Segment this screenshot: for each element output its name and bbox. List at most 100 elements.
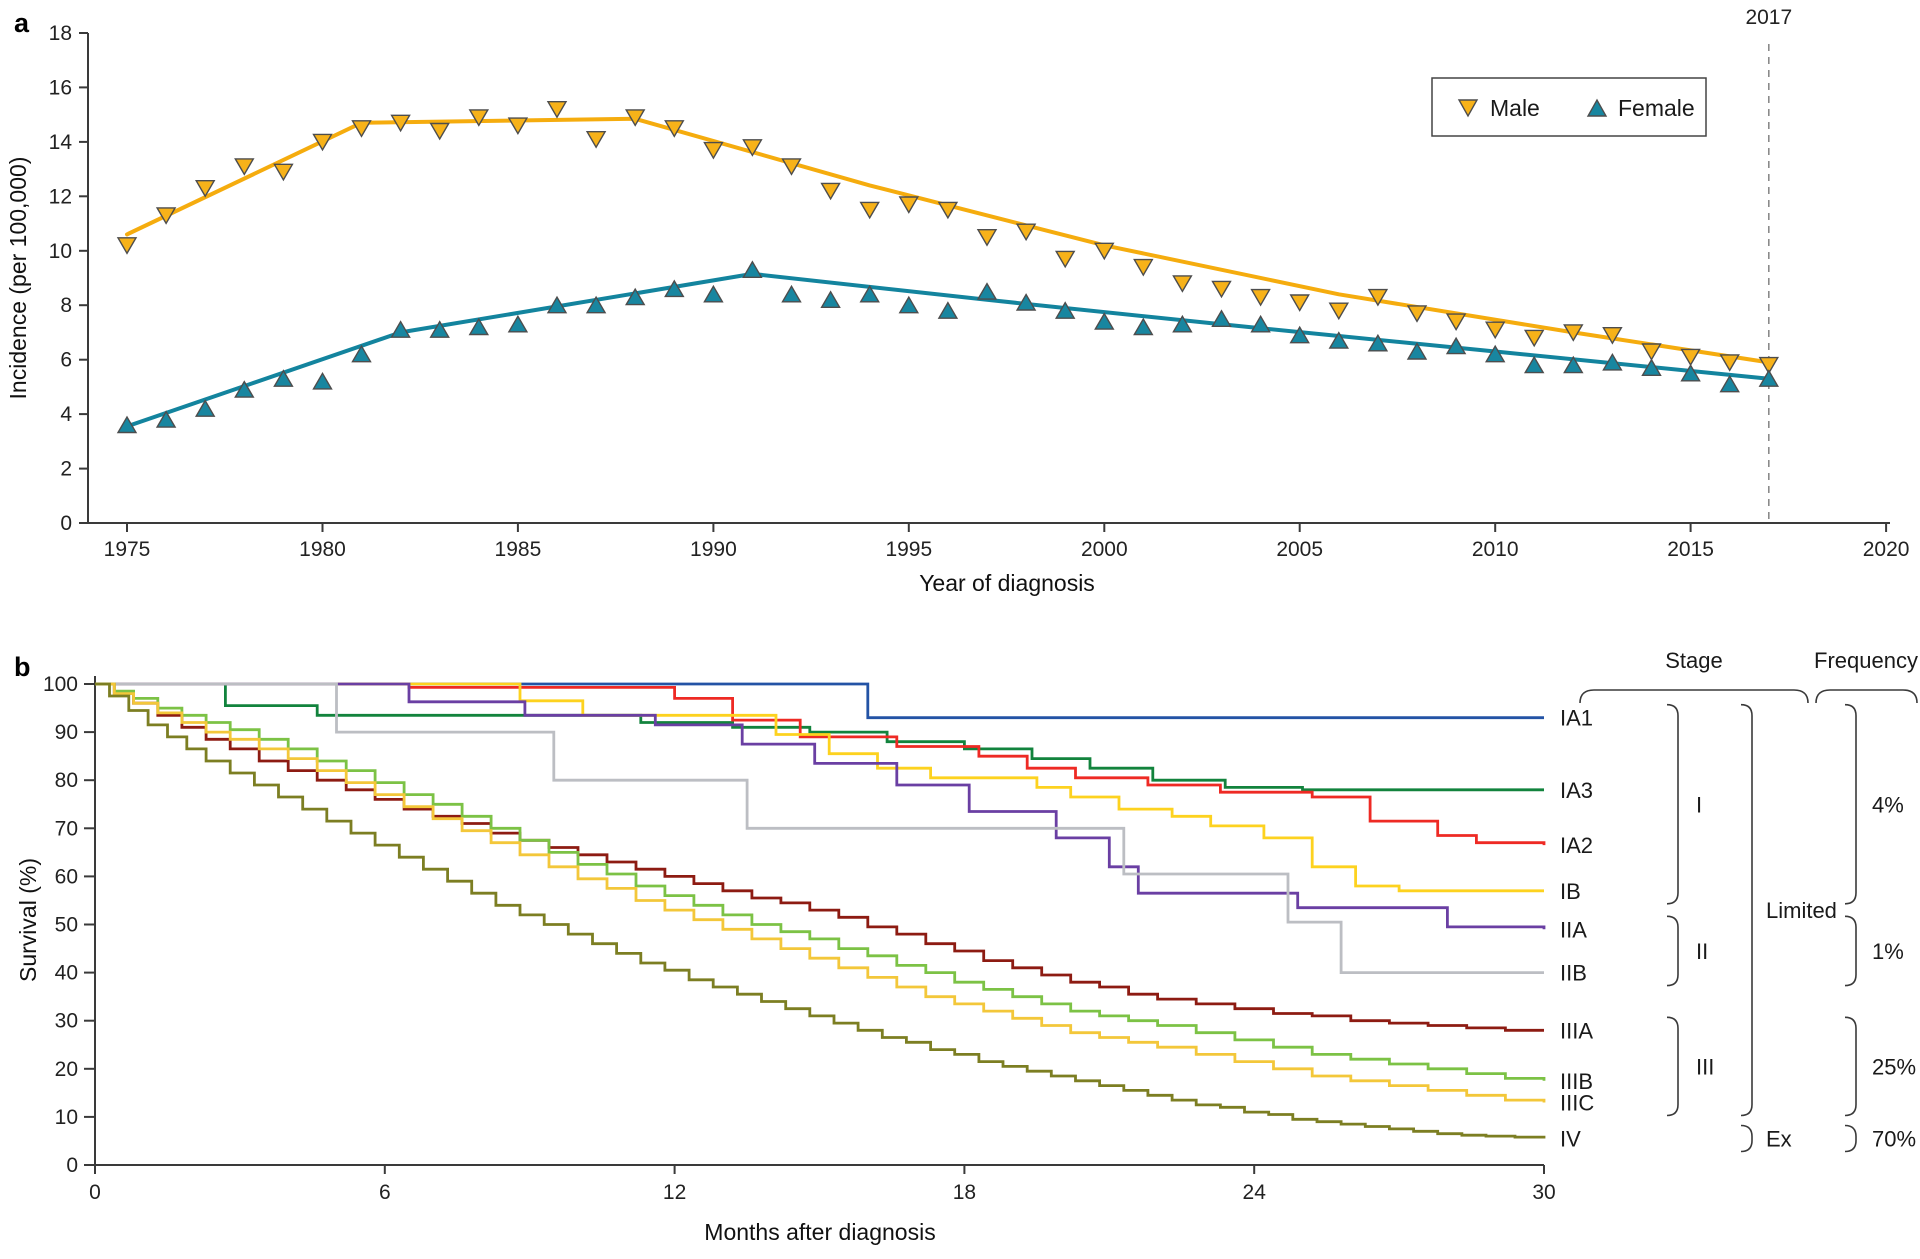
frequency-label-II: 1% bbox=[1872, 939, 1904, 964]
triangle-up-marker bbox=[155, 410, 177, 428]
triangle-up-marker bbox=[546, 295, 568, 314]
frequency-header-brace bbox=[1815, 689, 1918, 704]
stage-brace-II bbox=[1666, 915, 1679, 987]
triangle-down-marker bbox=[859, 201, 880, 220]
triangle-up-marker bbox=[1367, 333, 1389, 352]
panel-b-letter: b bbox=[14, 652, 31, 682]
triangle-down-marker bbox=[1289, 294, 1310, 312]
trend-line-female bbox=[125, 271, 1771, 429]
extent-brace-limited bbox=[1740, 703, 1753, 1117]
triangle-down-marker bbox=[194, 179, 216, 198]
triangle-down-marker bbox=[820, 182, 841, 201]
curve-label-IV: IV bbox=[1560, 1127, 1581, 1152]
triangle-up-marker bbox=[468, 317, 490, 336]
frequency-label-Ex: 70% bbox=[1872, 1127, 1916, 1152]
frequency-label-I: 4% bbox=[1872, 792, 1904, 817]
triangle-down-marker bbox=[1406, 305, 1428, 323]
triangle-up-marker bbox=[1250, 314, 1271, 333]
triangle-down-marker bbox=[468, 109, 490, 127]
triangle-up-marker bbox=[390, 320, 411, 338]
x-axis-label-b: Months after diagnosis bbox=[704, 1219, 935, 1245]
triangle-down-marker bbox=[1250, 288, 1271, 307]
y-tick-label-a: 0 bbox=[60, 512, 72, 535]
stage-label-III: III bbox=[1696, 1054, 1714, 1079]
triangle-down-marker bbox=[1484, 321, 1506, 340]
triangle-down-marker bbox=[1133, 258, 1154, 277]
triangle-up-marker bbox=[312, 372, 333, 390]
triangle-down-marker bbox=[1015, 223, 1037, 242]
triangle-down-marker bbox=[742, 139, 763, 157]
triangle-up-marker bbox=[664, 279, 685, 298]
y-tick-label-b: 60 bbox=[55, 865, 78, 888]
triangle-up-marker bbox=[859, 284, 880, 303]
triangle-up-marker bbox=[1406, 342, 1428, 360]
y-tick-label-b: 20 bbox=[55, 1058, 78, 1081]
x-tick-label-a: 1995 bbox=[885, 538, 932, 561]
y-tick-label-b: 40 bbox=[55, 962, 78, 985]
markers-male bbox=[116, 100, 1780, 375]
x-tick-label-a: 2005 bbox=[1276, 538, 1323, 561]
trend-line-male bbox=[125, 116, 1771, 365]
legend-box-a bbox=[1431, 77, 1707, 137]
curve-label-IA2: IA2 bbox=[1560, 833, 1593, 858]
triangle-down-marker bbox=[937, 201, 959, 220]
triangle-down-marker bbox=[116, 237, 138, 255]
survival-curve-IIIA bbox=[95, 682, 1544, 1032]
triangle-down-marker bbox=[1094, 242, 1115, 261]
y-tick-label-a: 18 bbox=[49, 22, 72, 45]
triangle-down-marker bbox=[273, 163, 294, 182]
triangle-down-marker bbox=[1367, 288, 1389, 307]
triangle-up-marker bbox=[1133, 317, 1154, 336]
triangle-up-marker bbox=[273, 369, 294, 387]
extent-label-limited: Limited bbox=[1766, 898, 1837, 923]
survival-curve-IA1 bbox=[95, 682, 1544, 720]
x-tick-label-a: 2015 bbox=[1667, 538, 1714, 561]
x-tick-label-a: 1980 bbox=[299, 538, 346, 561]
triangle-up-marker bbox=[1563, 355, 1584, 374]
triangle-down-marker bbox=[1563, 324, 1584, 342]
triangle-up-marker bbox=[781, 284, 802, 303]
triangle-up-marker bbox=[1211, 309, 1232, 327]
y-tick-label-b: 0 bbox=[66, 1154, 78, 1177]
y-tick-label-b: 30 bbox=[55, 1010, 78, 1033]
y-tick-label-a: 4 bbox=[60, 403, 72, 426]
triangle-down-marker bbox=[429, 122, 450, 141]
triangle-up-marker bbox=[234, 380, 255, 398]
x-tick-label-a: 1990 bbox=[690, 538, 737, 561]
survival-curve-IB bbox=[95, 682, 1544, 893]
y-tick-label-b: 50 bbox=[55, 914, 78, 937]
x-tick-label-a: 2020 bbox=[1863, 538, 1910, 561]
frequency-label-III: 25% bbox=[1872, 1054, 1916, 1079]
stage-brace-I bbox=[1666, 703, 1679, 905]
triangle-up-marker bbox=[1445, 336, 1467, 355]
reference-line-2017-label: 2017 bbox=[1745, 6, 1792, 29]
panel-a-letter: a bbox=[14, 8, 30, 38]
triangle-down-marker bbox=[390, 114, 411, 133]
triangle-up-marker bbox=[1054, 301, 1076, 319]
curve-label-IIIA: IIIA bbox=[1560, 1018, 1593, 1043]
curve-label-IIIC: IIIC bbox=[1560, 1091, 1594, 1116]
stage-header-brace bbox=[1579, 689, 1809, 704]
triangle-down-marker bbox=[1054, 250, 1076, 269]
y-axis-label-b: Survival (%) bbox=[15, 858, 41, 982]
triangle-up-marker bbox=[1523, 355, 1545, 374]
triangle-up-marker bbox=[1015, 293, 1037, 311]
survival-curve-IIB bbox=[95, 682, 1544, 974]
stage-label-II: II bbox=[1696, 939, 1708, 964]
triangle-down-marker bbox=[351, 120, 372, 138]
frequency-brace-III bbox=[1844, 1016, 1857, 1117]
panel-a-incidence-chart: 2017 0 2 4 6 8 10 12 14 16 18 1975 1980 1985 1990 1995 2… bbox=[5, 6, 1909, 596]
y-tick-label-a: 8 bbox=[60, 294, 72, 317]
curve-label-IA1: IA1 bbox=[1560, 706, 1593, 731]
triangle-up-marker bbox=[624, 287, 646, 306]
survival-curve-IIA bbox=[95, 682, 1546, 930]
legend-male-triangle-down-icon bbox=[1457, 99, 1479, 118]
triangle-down-marker bbox=[703, 141, 724, 160]
frequency-brace-I bbox=[1844, 703, 1857, 905]
triangle-down-marker bbox=[546, 100, 568, 119]
triangle-down-marker bbox=[1328, 302, 1350, 321]
y-tick-label-a: 14 bbox=[49, 131, 73, 154]
x-tick-label-b: 12 bbox=[663, 1181, 686, 1204]
